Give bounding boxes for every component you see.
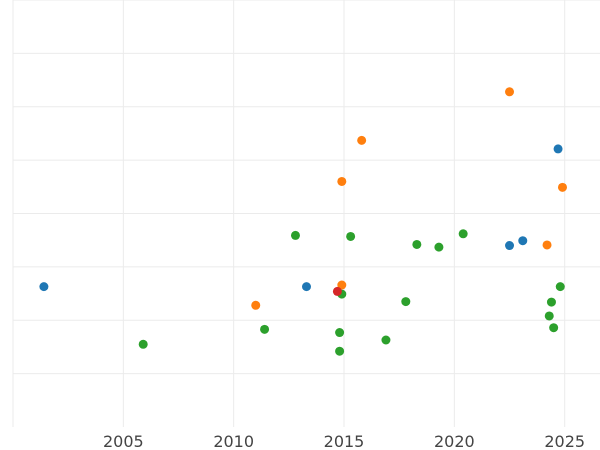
data-point (335, 328, 345, 338)
data-point (434, 242, 444, 252)
data-point (39, 282, 49, 292)
data-point (381, 335, 391, 345)
data-point (544, 311, 554, 321)
x-tick-label: 2005 (103, 432, 144, 450)
data-point (505, 241, 515, 251)
tick-labels-layer: 2005 2010 2015 2020 2025 (103, 432, 585, 450)
data-point (335, 346, 345, 356)
data-point (337, 280, 347, 290)
data-point (546, 297, 556, 307)
data-point (412, 239, 422, 249)
grid-layer (12, 0, 600, 427)
x-tick-label: 2010 (213, 432, 254, 450)
data-point (260, 324, 270, 334)
data-point (549, 323, 559, 333)
data-point (337, 176, 347, 186)
data-point (357, 135, 367, 145)
x-tick-label: 2020 (434, 432, 475, 450)
data-point (138, 339, 148, 349)
data-point (346, 231, 356, 241)
data-point (332, 286, 342, 296)
data-point (458, 229, 468, 239)
data-point (505, 87, 515, 97)
data-point (302, 282, 311, 292)
data-point (542, 240, 552, 250)
data-point (290, 230, 300, 240)
data-point (518, 236, 528, 246)
data-point (553, 144, 563, 154)
data-point (401, 297, 411, 307)
x-tick-label: 2015 (324, 432, 365, 450)
x-tick-label: 2025 (544, 432, 585, 450)
data-point (251, 300, 261, 310)
data-point (557, 182, 567, 192)
data-point (555, 282, 565, 292)
points-layer (39, 87, 567, 356)
